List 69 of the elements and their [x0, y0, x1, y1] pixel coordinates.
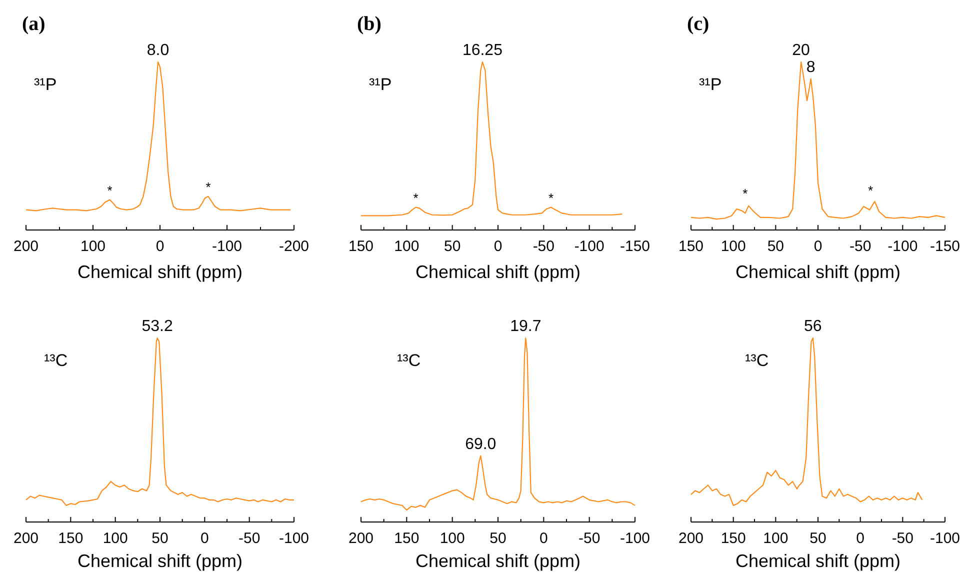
chart-title: (c): [687, 13, 710, 35]
x-tick-label: -100: [888, 238, 918, 255]
annotation: *: [206, 179, 211, 194]
x-tick-label: 200: [13, 530, 39, 547]
x-tick-label: 50: [490, 530, 506, 547]
x-tick-label: -100: [930, 530, 960, 547]
x-tick-label: 100: [394, 238, 420, 255]
annotation: 56: [804, 318, 822, 335]
x-axis-title: Chemical shift (ppm): [735, 262, 901, 282]
x-axis-title: Chemical shift (ppm): [77, 551, 243, 571]
x-tick-label: -100: [278, 530, 310, 547]
x-tick-label: 100: [80, 238, 106, 255]
x-tick-label: -50: [892, 530, 914, 547]
x-tick-label: 150: [394, 530, 420, 547]
x-tick-label: -50: [532, 238, 555, 255]
annotation: ¹³C: [44, 351, 68, 370]
annotation: *: [548, 190, 554, 206]
x-tick-label: -100: [620, 530, 650, 547]
x-tick-label: -150: [930, 238, 960, 255]
annotation: ³¹P: [34, 75, 57, 94]
annotation: ³¹P: [369, 75, 392, 94]
annotation: ¹³C: [397, 351, 421, 370]
x-tick-label: 100: [102, 530, 128, 547]
x-tick-label: -50: [578, 530, 600, 547]
annotation: *: [413, 190, 418, 206]
annotation: *: [107, 182, 112, 198]
x-axis-title: Chemical shift (ppm): [735, 551, 901, 571]
x-tick-label: -100: [212, 238, 242, 255]
x-tick-label: 0: [200, 530, 209, 547]
x-tick-label: 0: [814, 238, 822, 255]
x-tick-label: 200: [678, 530, 704, 547]
annotation: *: [868, 182, 874, 198]
x-tick-label: -50: [849, 238, 872, 255]
x-tick-label: 100: [440, 530, 465, 547]
annotation: ³¹P: [699, 75, 722, 94]
annotation: 8.0: [146, 42, 170, 59]
x-tick-label: 0: [539, 530, 548, 547]
annotation: ¹³C: [745, 351, 769, 370]
x-tick-label: -100: [574, 238, 604, 255]
annotation: 19.7: [510, 318, 542, 335]
x-tick-label: 150: [348, 238, 374, 255]
annotation: 8: [806, 58, 816, 76]
x-tick-label: 200: [348, 530, 374, 547]
x-tick-label: -50: [238, 530, 260, 547]
x-axis-title: Chemical shift (ppm): [77, 262, 243, 282]
x-tick-label: 0: [856, 530, 865, 547]
x-tick-label: 50: [444, 238, 461, 255]
x-tick-label: 150: [58, 530, 84, 547]
chart-title: (b): [357, 13, 382, 35]
annotation: 53.2: [142, 318, 173, 335]
annotation: 16.25: [462, 42, 503, 59]
x-axis-title: Chemical shift (ppm): [415, 551, 581, 571]
x-tick-label: 50: [767, 238, 784, 255]
x-tick-label: 50: [810, 530, 826, 547]
x-tick-label: 100: [763, 530, 788, 547]
x-tick-label: 100: [720, 238, 746, 255]
x-tick-label: 0: [494, 238, 502, 255]
x-tick-label: -150: [620, 238, 650, 255]
x-tick-label: 150: [678, 238, 704, 255]
x-tick-label: -200: [278, 238, 310, 255]
x-tick-label: 200: [13, 238, 39, 255]
x-tick-label: 50: [152, 530, 168, 547]
x-tick-label: 150: [720, 530, 746, 547]
annotation: *: [742, 186, 748, 202]
x-tick-label: 0: [156, 238, 164, 255]
x-axis-title: Chemical shift (ppm): [415, 262, 581, 282]
chart-title: (a): [22, 13, 46, 35]
annotation: 69.0: [465, 436, 496, 453]
annotation: 20: [792, 42, 810, 59]
